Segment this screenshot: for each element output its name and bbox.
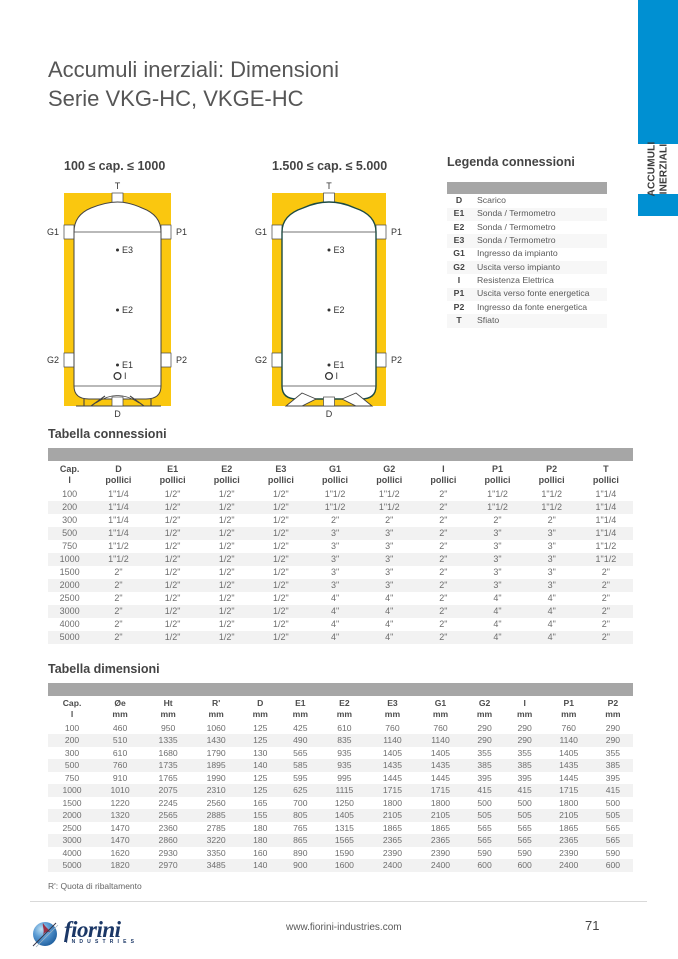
svg-text:P1: P1	[391, 227, 402, 237]
svg-text:G2: G2	[255, 355, 267, 365]
svg-text:G1: G1	[255, 227, 267, 237]
svg-text:E1: E1	[334, 360, 345, 370]
svg-text:P2: P2	[176, 355, 187, 365]
svg-text:E2: E2	[334, 305, 345, 315]
svg-text:E3: E3	[334, 245, 345, 255]
svg-text:D: D	[114, 409, 121, 419]
svg-text:I: I	[124, 371, 127, 381]
svg-text:P2: P2	[391, 355, 402, 365]
svg-text:G1: G1	[47, 227, 59, 237]
svg-text:T: T	[326, 181, 332, 191]
svg-text:T: T	[115, 181, 121, 191]
svg-text:E1: E1	[122, 360, 133, 370]
svg-text:E2: E2	[122, 305, 133, 315]
svg-text:E3: E3	[122, 245, 133, 255]
svg-text:G2: G2	[47, 355, 59, 365]
svg-text:D: D	[326, 409, 333, 419]
svg-text:I: I	[336, 371, 339, 381]
svg-text:P1: P1	[176, 227, 187, 237]
